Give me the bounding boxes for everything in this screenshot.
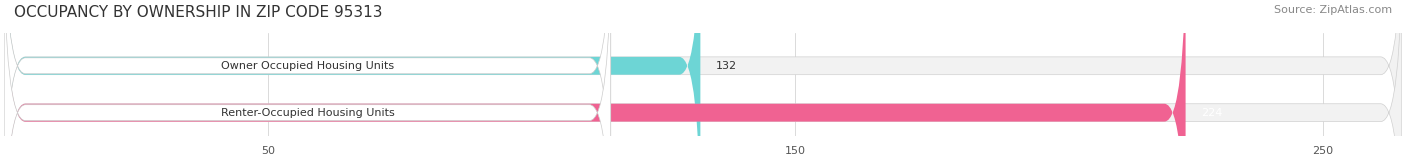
- FancyBboxPatch shape: [4, 0, 1185, 160]
- FancyBboxPatch shape: [4, 0, 1402, 160]
- Text: OCCUPANCY BY OWNERSHIP IN ZIP CODE 95313: OCCUPANCY BY OWNERSHIP IN ZIP CODE 95313: [14, 5, 382, 20]
- Text: Source: ZipAtlas.com: Source: ZipAtlas.com: [1274, 5, 1392, 15]
- FancyBboxPatch shape: [4, 0, 1402, 160]
- Text: Owner Occupied Housing Units: Owner Occupied Housing Units: [221, 61, 394, 71]
- Text: 224: 224: [1201, 108, 1223, 118]
- Text: Renter-Occupied Housing Units: Renter-Occupied Housing Units: [221, 108, 394, 118]
- FancyBboxPatch shape: [4, 0, 610, 160]
- FancyBboxPatch shape: [4, 0, 610, 160]
- Text: 132: 132: [716, 61, 737, 71]
- FancyBboxPatch shape: [4, 0, 700, 160]
